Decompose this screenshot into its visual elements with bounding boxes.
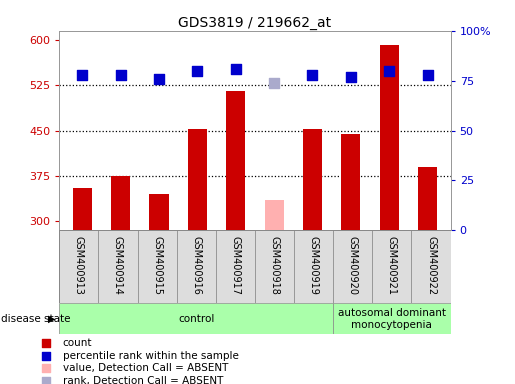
Text: GSM400920: GSM400920	[348, 235, 358, 295]
Text: GSM400913: GSM400913	[74, 235, 84, 295]
Text: GSM400917: GSM400917	[230, 235, 241, 295]
Bar	[372, 230, 411, 303]
Bar	[177, 230, 216, 303]
Title: GDS3819 / 219662_at: GDS3819 / 219662_at	[178, 16, 332, 30]
Point	[42, 340, 50, 346]
Bar	[111, 176, 130, 230]
Point	[42, 365, 50, 371]
Bar	[265, 200, 284, 230]
Bar	[226, 91, 245, 230]
Point	[308, 71, 317, 78]
Text: GSM400919: GSM400919	[308, 235, 319, 295]
Text: ▶: ▶	[48, 314, 56, 324]
Point	[78, 71, 87, 78]
Bar	[418, 167, 437, 230]
Bar	[255, 230, 294, 303]
Point	[42, 377, 50, 384]
Bar	[380, 45, 399, 230]
Bar	[59, 230, 98, 303]
Text: GSM400918: GSM400918	[269, 235, 280, 295]
Text: control: control	[178, 314, 214, 324]
Bar	[149, 194, 168, 230]
Bar	[333, 303, 451, 334]
Point	[347, 74, 355, 80]
Text: GSM400922: GSM400922	[426, 235, 436, 295]
Text: count: count	[62, 338, 92, 348]
Text: autosomal dominant
monocytopenia: autosomal dominant monocytopenia	[338, 308, 446, 329]
Bar	[188, 129, 207, 230]
Point	[423, 71, 432, 78]
Text: value, Detection Call = ABSENT: value, Detection Call = ABSENT	[62, 363, 228, 373]
Bar	[73, 188, 92, 230]
Point	[232, 66, 240, 72]
Bar	[341, 134, 360, 230]
Text: GSM400914: GSM400914	[113, 235, 123, 295]
Text: GSM400915: GSM400915	[152, 235, 162, 295]
Text: disease state: disease state	[1, 314, 71, 324]
Text: rank, Detection Call = ABSENT: rank, Detection Call = ABSENT	[62, 376, 223, 384]
Bar	[303, 129, 322, 230]
Bar	[59, 303, 333, 334]
Point	[193, 68, 201, 74]
Bar	[216, 230, 255, 303]
Point	[155, 76, 163, 82]
Bar	[138, 230, 177, 303]
Bar	[98, 230, 138, 303]
Bar	[411, 230, 451, 303]
Point	[42, 353, 50, 359]
Point	[270, 79, 278, 86]
Point	[116, 71, 125, 78]
Bar	[333, 230, 372, 303]
Text: percentile rank within the sample: percentile rank within the sample	[62, 351, 238, 361]
Text: GSM400921: GSM400921	[387, 235, 397, 295]
Point	[385, 68, 393, 74]
Text: GSM400916: GSM400916	[191, 235, 201, 295]
Bar	[294, 230, 333, 303]
